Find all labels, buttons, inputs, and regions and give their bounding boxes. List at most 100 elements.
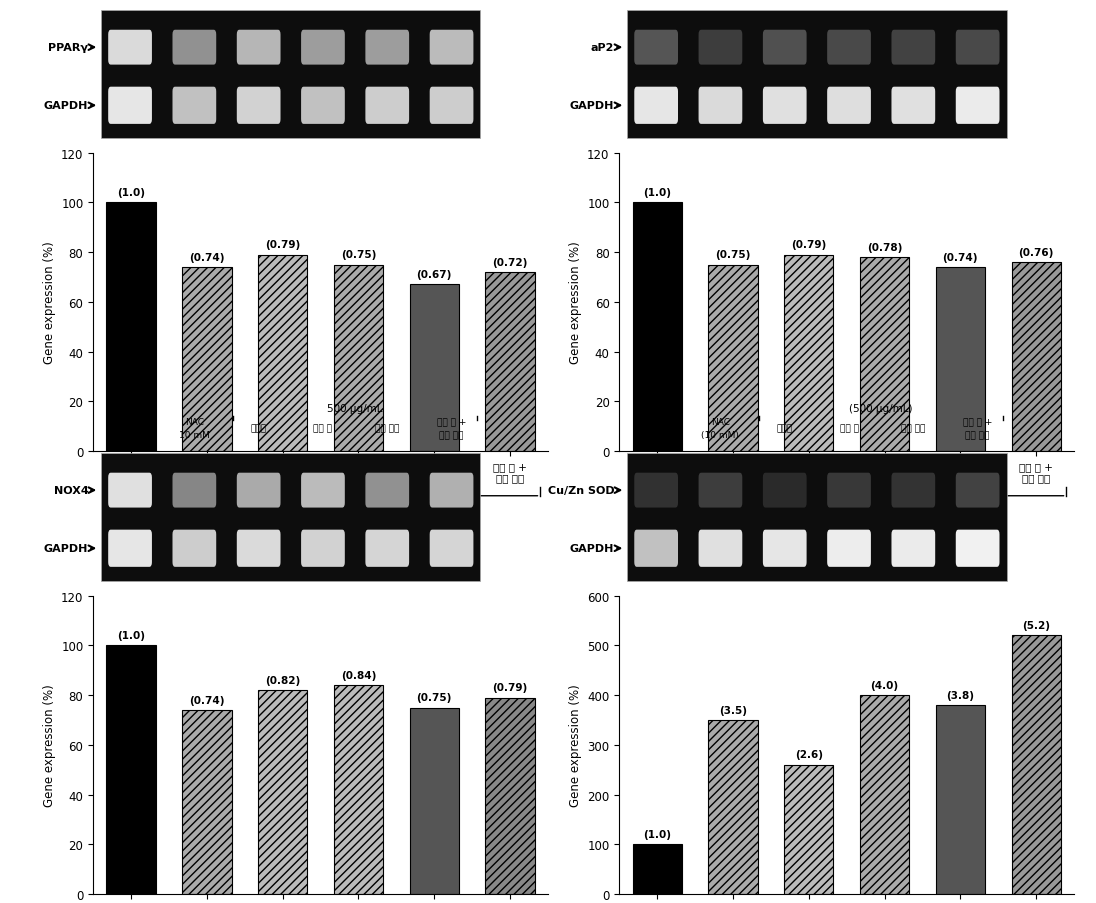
FancyBboxPatch shape [956,31,1000,66]
Text: 10 mM: 10 mM [179,431,209,440]
FancyBboxPatch shape [237,31,281,66]
Bar [708,265,757,452]
Text: GAPDH: GAPDH [44,101,89,111]
FancyBboxPatch shape [172,530,216,567]
FancyBboxPatch shape [956,88,1000,125]
FancyBboxPatch shape [172,473,216,508]
Text: CON: CON [121,424,140,433]
Y-axis label: Gene expression (%): Gene expression (%) [569,241,582,364]
Bar [708,721,757,894]
Text: 500 μg/mL: 500 μg/mL [328,404,383,414]
FancyBboxPatch shape [365,31,409,66]
FancyBboxPatch shape [301,31,345,66]
Bar [784,256,833,452]
Text: Cu/Zn SOD: Cu/Zn SOD [548,486,615,496]
Text: 500 μg/mL: 500 μg/mL [891,511,954,524]
Text: (0.75): (0.75) [341,250,376,260]
Text: (0.72): (0.72) [492,257,528,267]
FancyBboxPatch shape [301,88,345,125]
Text: 발효 솔잎: 발효 솔잎 [901,424,925,433]
FancyBboxPatch shape [891,473,935,508]
FancyBboxPatch shape [365,473,409,508]
FancyBboxPatch shape [109,88,152,125]
Text: 발효 솔잎: 발효 솔잎 [375,424,399,433]
Text: NOX4: NOX4 [54,486,89,496]
Text: (3.8): (3.8) [946,690,974,700]
Text: (3.5): (3.5) [719,704,747,715]
FancyBboxPatch shape [430,88,473,125]
Text: (0.74): (0.74) [943,252,978,263]
Text: 산야조: 산야조 [251,424,266,433]
FancyBboxPatch shape [301,530,345,567]
Bar [410,285,459,452]
FancyBboxPatch shape [237,530,281,567]
Bar [101,11,480,139]
FancyBboxPatch shape [956,530,1000,567]
FancyBboxPatch shape [109,31,152,66]
Y-axis label: Gene expression (%): Gene expression (%) [43,241,56,364]
Text: (500 μg/mL): (500 μg/mL) [849,404,913,414]
Bar [258,690,307,894]
Text: 발효 솔잎: 발효 솔잎 [439,431,464,440]
FancyBboxPatch shape [635,473,678,508]
FancyBboxPatch shape [891,31,935,66]
Text: GAPDH: GAPDH [44,544,89,554]
Bar [860,258,910,452]
Text: GAPDH: GAPDH [570,101,615,111]
FancyBboxPatch shape [237,473,281,508]
FancyBboxPatch shape [635,530,678,567]
FancyBboxPatch shape [698,530,742,567]
Bar [627,11,1006,139]
Text: (0.79): (0.79) [265,240,300,250]
Text: (4.0): (4.0) [870,680,899,690]
FancyBboxPatch shape [635,88,678,125]
FancyBboxPatch shape [237,88,281,125]
Text: aP2: aP2 [591,43,615,53]
Text: PPARγ: PPARγ [48,43,89,53]
Text: CON: CON [647,424,666,433]
Text: (0.74): (0.74) [190,694,225,705]
Bar [936,705,985,894]
FancyBboxPatch shape [172,88,216,125]
FancyBboxPatch shape [891,530,935,567]
Text: (1.0): (1.0) [643,188,671,198]
FancyBboxPatch shape [827,31,871,66]
FancyBboxPatch shape [109,530,152,567]
Text: (0.82): (0.82) [265,675,300,685]
Text: (10 mM): (10 mM) [701,431,740,440]
Text: (0.76): (0.76) [1018,247,1054,257]
Text: 발효 솔잎: 발효 솔잎 [966,431,990,440]
Bar [936,267,985,452]
Text: (0.79): (0.79) [791,240,826,250]
Text: (1.0): (1.0) [117,630,145,640]
FancyBboxPatch shape [763,473,807,508]
FancyBboxPatch shape [430,530,473,567]
FancyBboxPatch shape [635,31,678,66]
Text: 500 μg/mL: 500 μg/mL [365,511,427,524]
Bar [334,685,384,894]
Bar [632,844,682,894]
FancyBboxPatch shape [891,88,935,125]
FancyBboxPatch shape [109,473,152,508]
FancyBboxPatch shape [956,473,1000,508]
Text: (1.0): (1.0) [643,829,671,839]
FancyBboxPatch shape [763,31,807,66]
Bar [784,765,833,894]
Text: NAC: NAC [185,418,204,427]
Y-axis label: Gene expression (%): Gene expression (%) [569,684,582,806]
FancyBboxPatch shape [698,31,742,66]
FancyBboxPatch shape [763,530,807,567]
FancyBboxPatch shape [827,88,871,125]
Y-axis label: Gene expression (%): Gene expression (%) [43,684,56,806]
Text: 산야조: 산야조 [777,424,792,433]
Bar [334,265,384,452]
Text: (0.74): (0.74) [190,252,225,263]
Text: (0.75): (0.75) [716,250,751,260]
Text: (0.78): (0.78) [867,242,902,253]
Text: (0.67): (0.67) [416,270,452,280]
Text: (2.6): (2.6) [795,749,823,759]
Bar [860,695,910,894]
Bar [1012,263,1061,452]
FancyBboxPatch shape [430,473,473,508]
Text: 발효 쇽: 발효 쇽 [313,424,332,433]
